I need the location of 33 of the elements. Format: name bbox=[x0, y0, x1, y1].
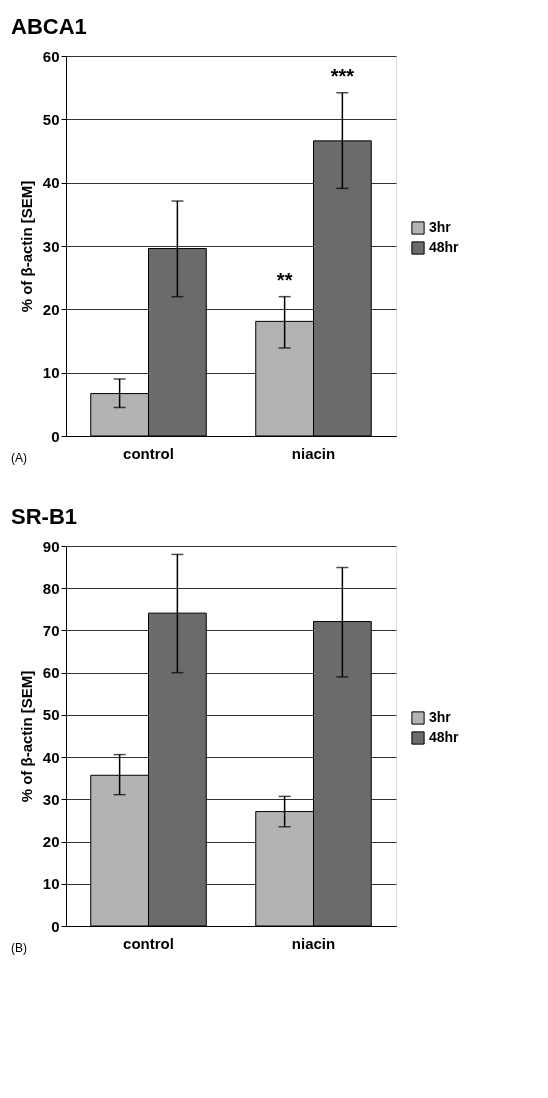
y-tick-label: 40 bbox=[42, 748, 60, 766]
legend-label: 48hr bbox=[429, 239, 460, 255]
legend-label: 3hr bbox=[429, 219, 452, 235]
y-tick-label: 50 bbox=[42, 706, 60, 724]
x-tick-label: niacin bbox=[291, 444, 336, 462]
annotation: ** bbox=[276, 268, 293, 291]
annotation: *** bbox=[330, 64, 355, 87]
text: (B) bbox=[11, 941, 27, 955]
y-tick-label: 40 bbox=[42, 174, 60, 192]
y-tick-label: 50 bbox=[42, 110, 60, 128]
y-tick-label: 30 bbox=[42, 237, 60, 255]
legend-label: 48hr bbox=[429, 729, 460, 745]
y-tick-label: 70 bbox=[42, 621, 60, 639]
chart-title: ABCA1 bbox=[11, 14, 87, 39]
y-tick-label: 0 bbox=[51, 917, 60, 935]
y-axis-title: % of β-actin [SEM] bbox=[17, 670, 35, 803]
y-axis-title: % of β-actin [SEM] bbox=[17, 180, 35, 313]
y-tick-label: 20 bbox=[42, 833, 60, 851]
y-tick-label: 60 bbox=[42, 47, 60, 65]
y-tick-label: 20 bbox=[42, 300, 60, 318]
y-tick-label: 80 bbox=[42, 579, 60, 597]
y-tick-label: 10 bbox=[42, 875, 60, 893]
y-tick-label: 0 bbox=[51, 427, 60, 445]
legend-label: 3hr bbox=[429, 709, 452, 725]
x-tick-label: control bbox=[123, 934, 174, 952]
y-tick-label: 10 bbox=[42, 364, 60, 382]
x-tick-label: niacin bbox=[291, 934, 336, 952]
y-tick-label: 30 bbox=[42, 790, 60, 808]
chart-title: SR-B1 bbox=[11, 504, 78, 529]
text: (A) bbox=[11, 451, 27, 465]
y-tick-label: 60 bbox=[42, 664, 60, 682]
x-tick-label: control bbox=[123, 444, 174, 462]
y-tick-label: 90 bbox=[42, 537, 60, 555]
